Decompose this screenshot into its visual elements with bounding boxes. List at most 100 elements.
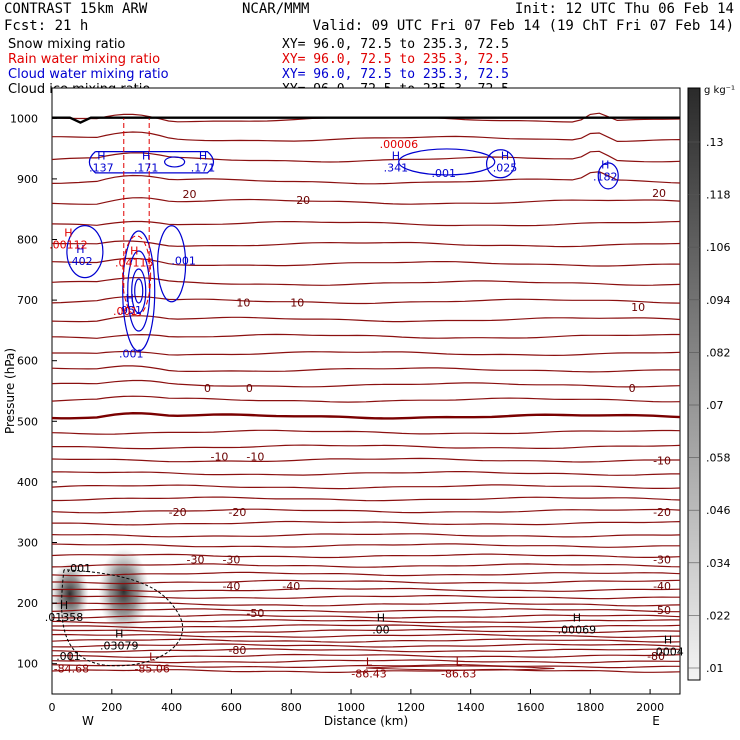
extremum-value: .00112 [49,239,88,252]
isotherm-label: -10 [653,455,671,468]
cloud-water-contour [66,225,104,279]
cloud-water-contour [164,156,186,168]
isotherm-line [52,633,680,639]
extremum-letter: H [392,150,400,163]
y-tick-label: 400 [17,476,38,489]
x-tick-label: 1800 [576,701,604,714]
isotherm-label: -30 [187,553,205,566]
east-label: E [652,714,660,728]
colorbar-tick-label: .034 [706,557,731,570]
isotherm-line [52,543,680,548]
y-tick-label: 700 [17,294,38,307]
legend-entry-xy: XY= 96.0, 72.5 to 235.3, 72.5 [282,37,509,52]
x-tick-label: 600 [221,701,242,714]
cloud-water-contour [134,278,144,304]
colorbar-strip [687,87,701,681]
isotherm-line [52,496,680,502]
y-tick-label: 300 [17,537,38,550]
isotherm-label: -20 [228,506,246,519]
isotherm-line [52,444,680,450]
cloud-water-contour [131,268,147,314]
y-axis-label: Pressure (hPa) [3,348,17,434]
legend-entry-name: Rain water mixing ratio [8,52,160,67]
plot-frame [51,87,681,695]
cloud-water-contour [157,225,187,303]
isotherm-line [52,624,680,629]
extremum-value: .171 [191,162,216,175]
isotherm-line [52,150,680,163]
extremum-letter: H [64,227,72,240]
terrain-line [52,116,680,124]
x-tick-label: 2000 [636,701,664,714]
isotherm-line [52,484,680,490]
isotherm-line [52,508,680,514]
extremum-value: .00 [372,623,390,636]
extremum-value: .951 [118,304,143,317]
legend-entry-name: Snow mixing ratio [8,37,125,52]
extremum-letter: H [130,245,138,258]
extremum-letter: H [60,599,68,612]
isotherm-label: -50 [653,604,671,617]
rain-contour [122,235,152,317]
colorbar-tick-label: .13 [706,136,724,149]
extremum-letter: H [501,150,509,163]
ice-contour [61,569,184,667]
isotherm-label: 10 [236,297,250,310]
extremum-value: -85.06 [134,663,169,676]
extremum-letter: H [115,628,123,641]
contour-annotations: -80 -80 -50 -50 -40 -40 -40 -30 -30 -30 -20 -20 -20 -… [45,138,684,681]
isotherm-label: 20 [183,188,197,201]
colorbar-tick-label: .118 [706,189,731,202]
isotherm-line [52,553,680,559]
isotherm-label: 20 [652,187,666,200]
isotherm-line [52,395,680,403]
extremum-letter: H [601,159,609,172]
extremum-letter: H [142,150,150,163]
isotherm-line [52,277,680,286]
isotherm-line [52,131,680,143]
isotherm-label: -30 [653,553,671,566]
isotherm-label: -30 [222,553,240,566]
isotherm-line [52,295,680,305]
extremum-value: .137 [89,162,114,175]
extremum-value: .341 [384,162,409,175]
model-title: CONTRAST 15km ARW [4,1,148,17]
extremum-letter: L [68,651,75,664]
isotherm-line [52,350,680,357]
extremum-letter: H [377,611,385,624]
isotherm-line [52,668,680,673]
isotherm-line [52,602,680,607]
isotherm-line [52,643,680,648]
hydrometeor-contours [61,118,619,667]
isotherm-line [52,257,680,267]
isotherm-line [52,379,680,388]
contour-label: .001 [113,305,138,318]
isotherm-label: -80 [647,650,665,663]
cloud-water-contour [597,162,619,190]
extremum-letter: L [366,656,373,669]
x-tick-label: 1000 [337,701,365,714]
extremum-value: .03079 [100,640,139,653]
upper-closed-contour [365,665,555,671]
isotherm-label: 0 [204,382,211,395]
colorbar-tick-label: .046 [706,504,731,517]
isotherm-line [52,638,680,643]
isotherm-label: 10 [631,301,645,314]
isotherm-line [52,587,680,592]
extremum-letter: L [456,656,463,669]
extremum-letter: H [76,243,84,256]
extremum-letter: H [97,150,105,163]
isotherm-line [52,429,680,435]
legend-entry-name: Cloud water mixing ratio [8,67,169,82]
cloud-water-contour [122,230,156,352]
colorbar-tick-label: .106 [706,241,731,254]
isotherm-line [52,471,680,476]
forecast-hour: Fcst: 21 h [4,18,88,34]
isotherm-line [52,315,680,323]
y-tick-label: 600 [17,355,38,368]
isotherm-line [52,365,680,373]
isotherm-line [52,571,680,577]
extremum-value: .025 [493,162,518,175]
colorbar-tick-label: .082 [706,346,731,359]
